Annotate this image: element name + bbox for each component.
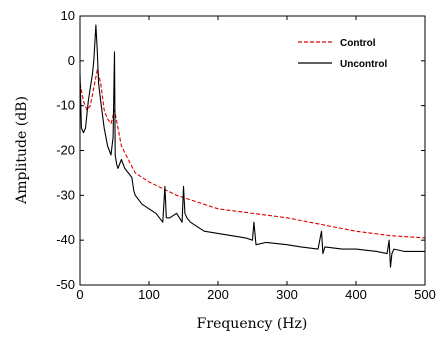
legend-label-control: Control xyxy=(340,38,376,49)
x-tick-label: 100 xyxy=(138,287,160,302)
y-axis-title: Amplitude (dB) xyxy=(14,96,30,205)
plot-area xyxy=(80,16,425,285)
y-tick-label: -40 xyxy=(56,232,75,247)
legend-label-uncontrol: Uncontrol xyxy=(340,59,387,70)
x-tick-label: 0 xyxy=(76,287,83,302)
legend: Control Uncontrol xyxy=(298,38,387,70)
series-layer xyxy=(79,24,426,268)
y-tick-label: -30 xyxy=(56,187,75,202)
x-tick-label: 500 xyxy=(414,287,436,302)
y-tick-label: -20 xyxy=(56,143,75,158)
series-line-control xyxy=(79,69,426,239)
series-line-uncontrol xyxy=(79,24,425,268)
x-tick-label: 300 xyxy=(276,287,298,302)
x-tick-label: 400 xyxy=(345,287,367,302)
y-tick-label: 10 xyxy=(61,8,75,23)
y-tick-label: -50 xyxy=(56,277,75,292)
x-tick-label: 200 xyxy=(207,287,229,302)
x-axis-title: Frequency (Hz) xyxy=(197,316,308,332)
y-tick-label: -10 xyxy=(56,98,75,113)
y-tick-label: 0 xyxy=(68,53,75,68)
